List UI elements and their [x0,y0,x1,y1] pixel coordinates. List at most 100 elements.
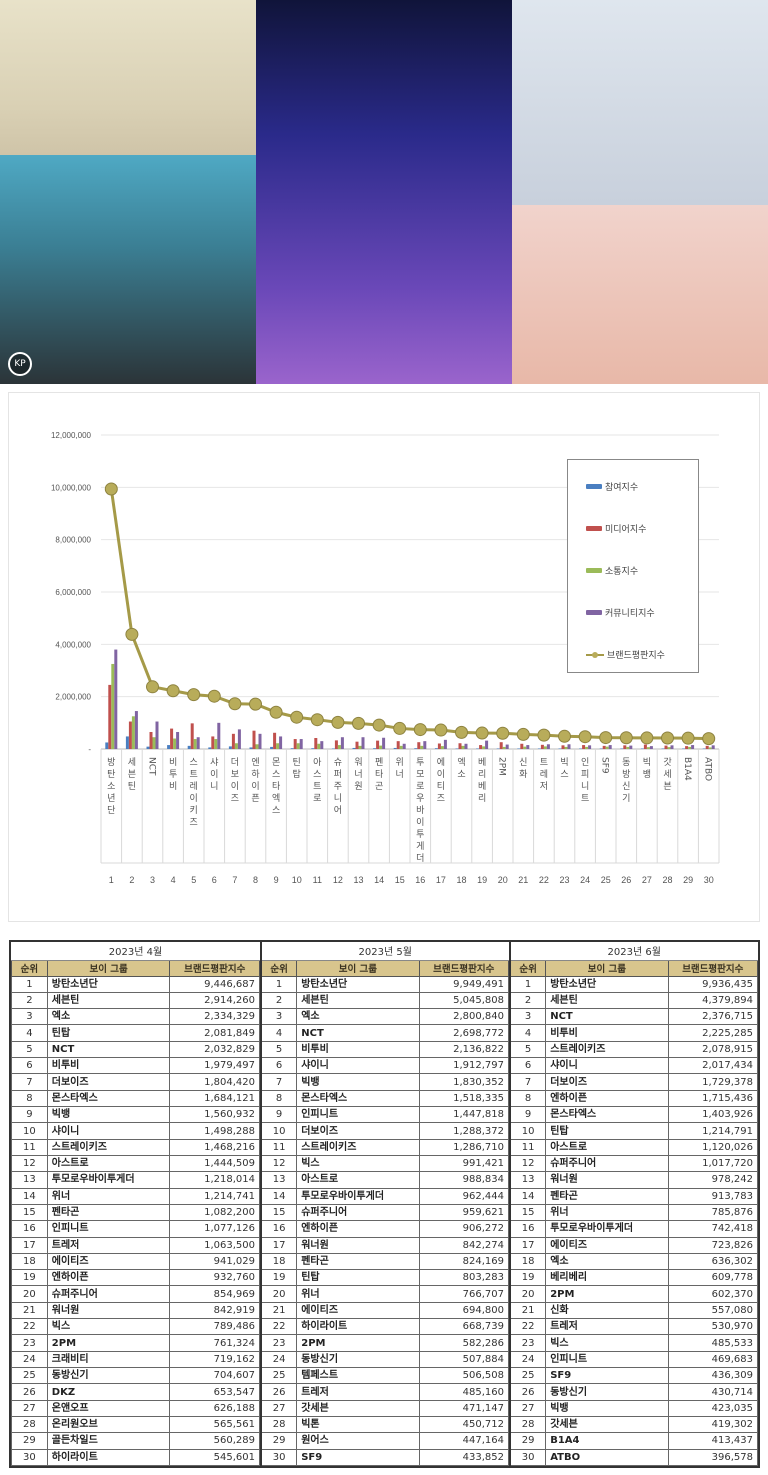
score-cell: 1,214,791 [667,1122,759,1140]
group-name-cell: 슈퍼주니어 [545,1154,669,1173]
line-marker [640,731,654,745]
group-name-cell: 골든차일드 [46,1432,171,1450]
bar-1 [211,736,215,749]
score-cell: 557,080 [667,1301,759,1320]
bar-0 [311,748,315,749]
table-row: 13 워너원 978,242 [509,1171,759,1189]
group-name-cell: 엔하이픈 [46,1269,171,1287]
table-row: 25 템페스트 506,508 [260,1367,510,1385]
group-name-cell: 틴탑 [46,1024,171,1042]
score-cell: 2,017,434 [667,1057,759,1075]
bar-3 [402,743,406,749]
month-header: 2023년 4월 [11,942,260,961]
score-cell: 9,936,435 [667,975,759,993]
score-cell: 991,421 [418,1154,510,1173]
bar-1 [108,684,112,749]
score-cell: 2,081,849 [169,1024,260,1042]
rank-cell: 30 [11,1448,48,1467]
x-axis-rank-number: 12 [333,875,343,885]
x-axis-category-label: NCT [147,757,157,776]
group-name-cell: 방탄소년단 [296,975,420,993]
bar-2 [626,746,630,749]
bar-0 [414,748,418,749]
rank-cell: 15 [509,1203,547,1222]
score-cell: 545,601 [169,1448,260,1467]
rank-cell: 2 [11,991,48,1010]
bar-0 [476,748,480,749]
rank-cell: 12 [11,1154,48,1173]
score-cell: 560,289 [169,1432,260,1450]
score-cell: 1,979,497 [169,1057,260,1075]
score-cell: 704,607 [169,1367,260,1385]
score-cell: 506,508 [418,1367,510,1385]
rank-cell: 26 [260,1383,298,1401]
score-cell: 582,286 [418,1334,510,1352]
bar-2 [214,739,218,749]
group-name-cell: 틴탑 [296,1269,420,1287]
bar-1 [355,741,359,749]
bar-2 [358,745,362,749]
score-cell: 1,082,200 [169,1203,260,1222]
rank-cell: 23 [260,1334,298,1352]
score-cell: 9,949,491 [418,975,510,993]
group-name-cell: 워너원 [545,1171,669,1189]
group-name-cell: 펜타곤 [545,1187,669,1205]
score-cell: 1,729,378 [667,1073,759,1091]
y-axis-tick: 10,000,000 [51,483,92,492]
col-header-score: 브랜드평판지수 [418,959,510,977]
score-cell: 602,370 [667,1285,759,1303]
table-row: 22 빅스 789,486 [11,1318,260,1336]
bar-2 [667,747,671,749]
score-cell: 1,912,797 [418,1057,510,1075]
table-row: 1 방탄소년단 9,936,435 [509,975,759,993]
group-name-cell: 빅뱅 [46,1106,171,1124]
legend-label: 미디어지수 [605,525,647,535]
bar-3 [443,739,447,749]
x-axis-rank-number: 21 [518,875,528,885]
x-axis-rank-number: 28 [662,875,672,885]
table-row: 13 투모로우바이투게더 1,218,014 [11,1171,260,1189]
rank-cell: 25 [509,1367,547,1385]
rank-cell: 1 [11,975,48,993]
bar-1 [293,739,297,749]
ranking-table-april: 2023년 4월 순위 보이 그룹 브랜드평판지수 1 방탄소년단 9,446,687 2 세븐… [11,942,260,1467]
bar-2 [234,743,238,749]
score-cell: 761,324 [169,1334,260,1352]
bar-1 [252,730,256,749]
table-row: 13 아스트로 988,834 [260,1171,510,1189]
table-row: 28 갓세븐 419,302 [509,1415,759,1434]
table-row: 27 갓세븐 471,147 [260,1399,510,1417]
x-axis-category-label: 2PM [497,757,507,776]
x-axis-rank-number: 15 [395,875,405,885]
score-cell: 913,783 [667,1187,759,1205]
bar-1 [376,740,380,749]
rank-cell: 11 [260,1138,298,1156]
bar-1 [602,745,606,749]
bar-1 [417,742,421,749]
bar-3 [279,736,283,749]
group-name-cell: 비투비 [46,1057,171,1075]
rank-cell: 10 [509,1122,547,1140]
bar-0 [146,746,150,749]
group-name-cell: 스트레이키즈 [296,1138,420,1156]
bar-1 [540,744,544,749]
table-row: 14 펜타곤 913,783 [509,1187,759,1205]
legend-item-community: 커뮤니티지수 [586,606,655,619]
rank-cell: 19 [260,1269,298,1287]
group-name-cell: 인피니트 [46,1220,171,1238]
score-cell: 1,077,126 [169,1220,260,1238]
score-cell: 1,830,352 [418,1073,510,1091]
rank-cell: 16 [509,1220,547,1238]
score-cell: 1,498,288 [169,1122,260,1140]
bar-3 [155,721,159,749]
rank-cell: 26 [509,1383,547,1401]
line-marker [455,725,468,739]
score-cell: 436,309 [667,1367,759,1385]
bar-3 [299,739,303,749]
line-marker [207,689,221,703]
bar-1 [643,744,647,749]
group-name-cell: 방탄소년단 [545,975,669,993]
group-name-cell: 빅톤 [296,1415,420,1434]
